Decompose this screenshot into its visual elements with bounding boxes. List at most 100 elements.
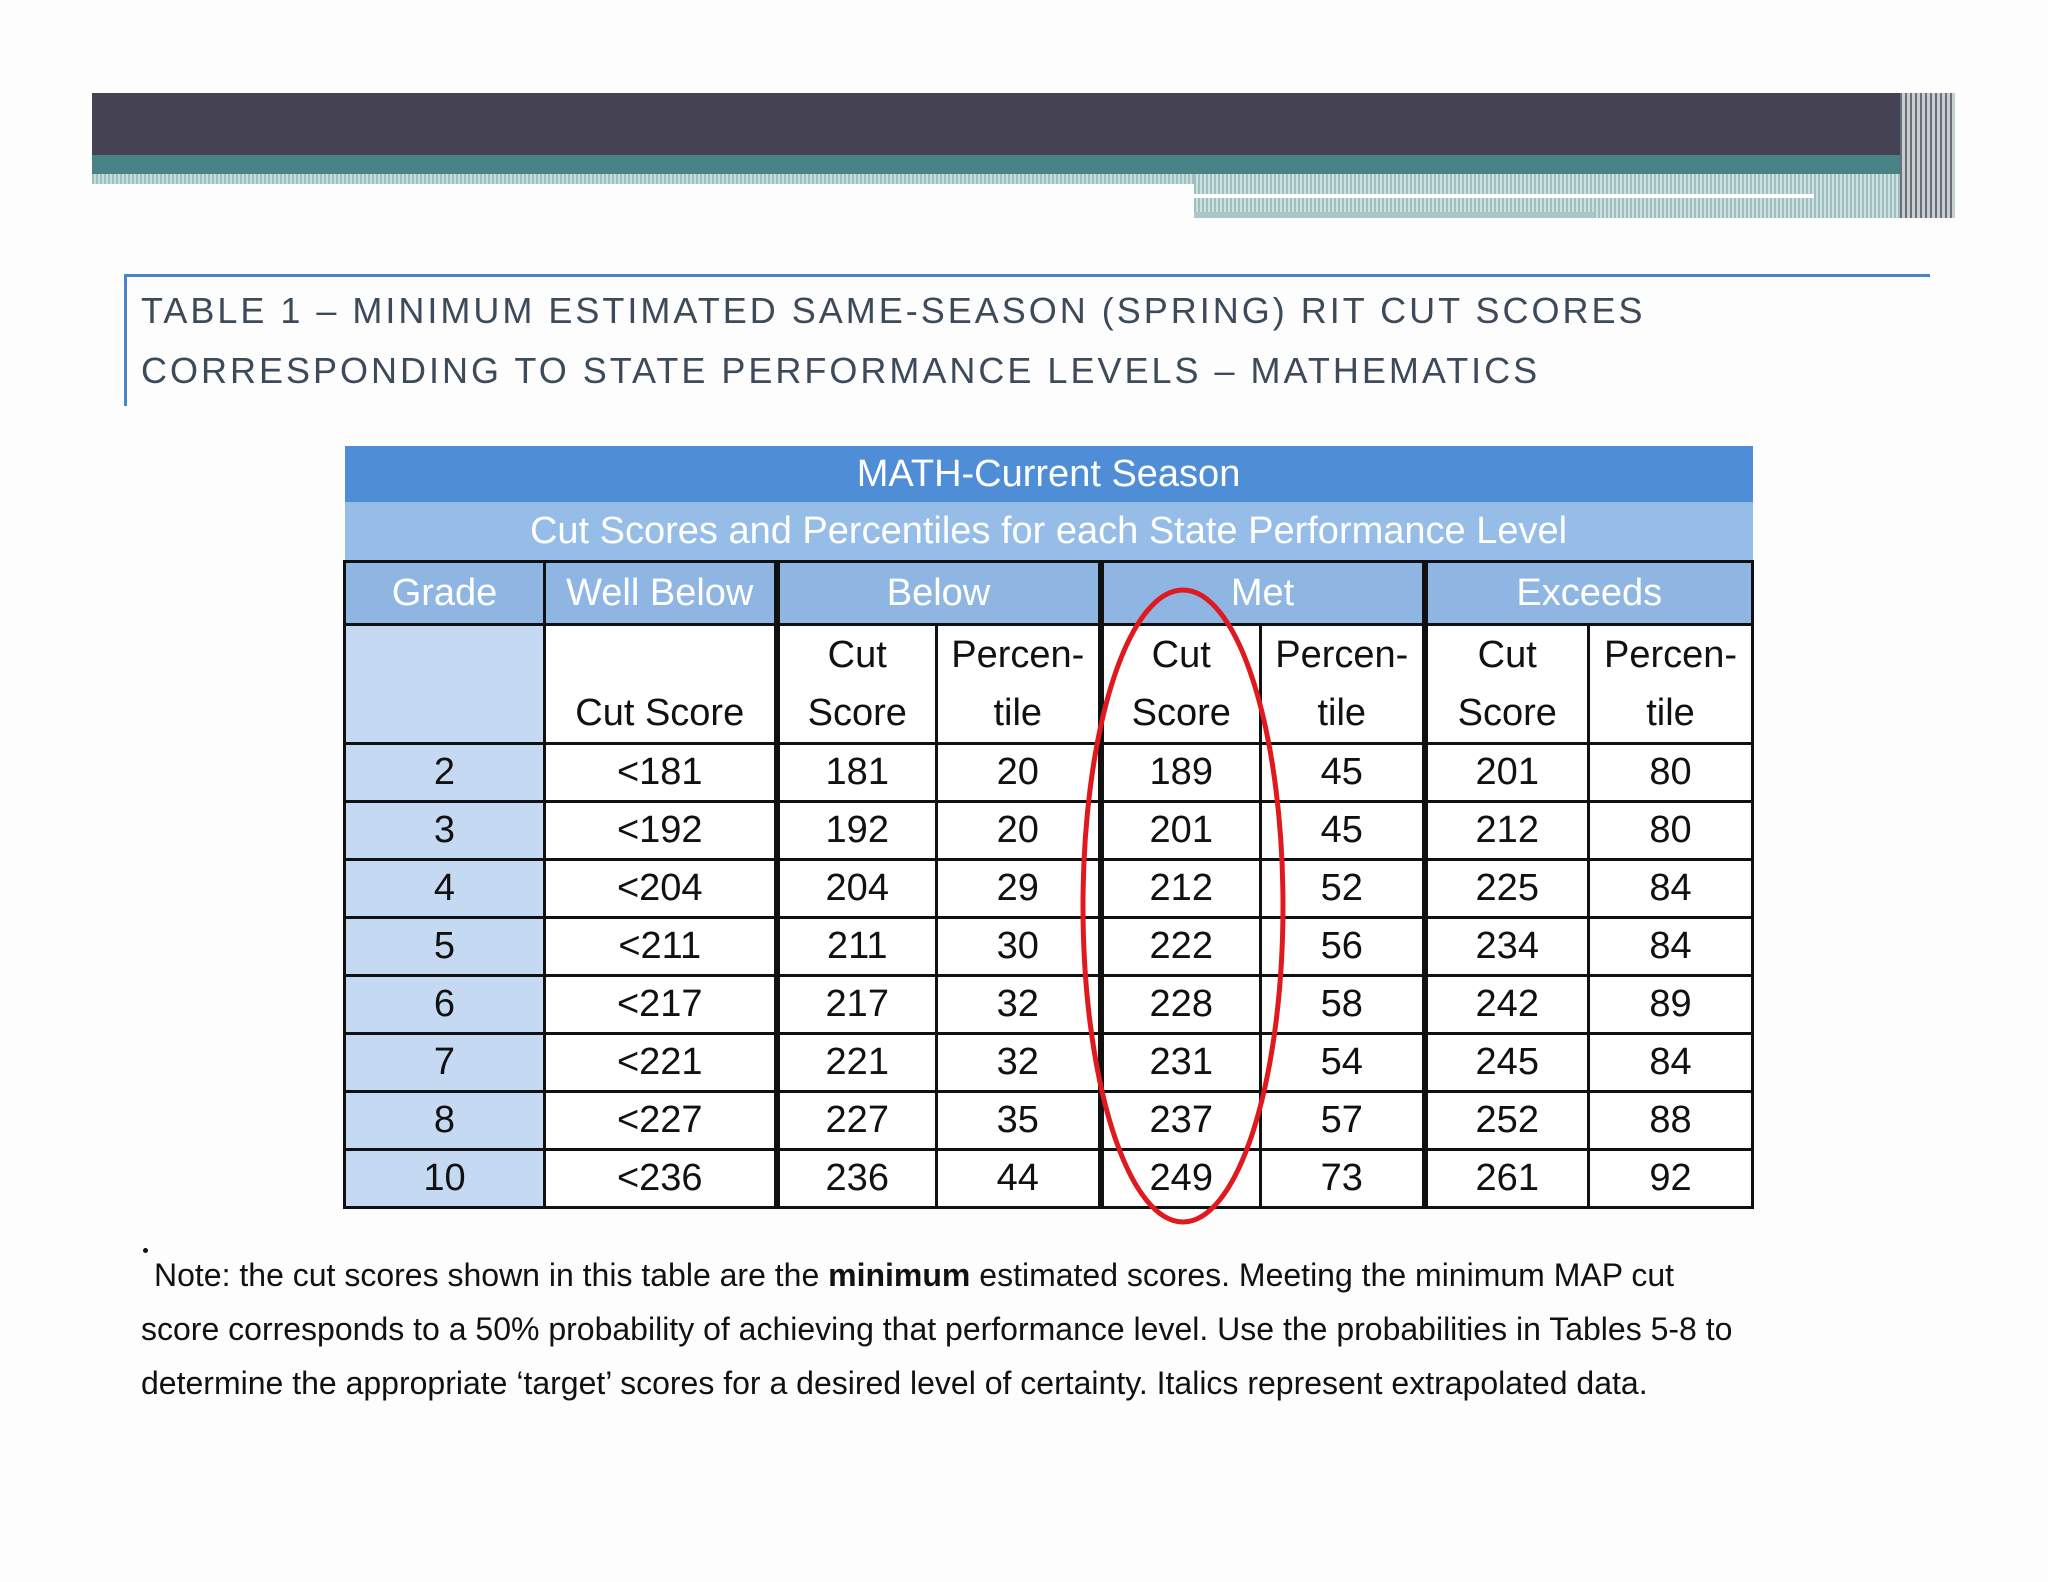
header-below: Below	[773, 560, 1102, 626]
note-line-2: score corresponds to a 50% probability o…	[141, 1311, 1733, 1347]
table-row: 7 <221 221 32 231 54 245 84	[343, 1032, 1755, 1093]
cell-e-cut: 201	[1421, 742, 1590, 803]
cell-e-pct: 92	[1586, 1148, 1755, 1209]
header-bar-light-left	[92, 174, 1194, 184]
cell-m-pct: 57	[1259, 1090, 1426, 1151]
caption-line-1: TABLE 1 – MINIMUM ESTIMATED SAME-SEASON …	[141, 290, 1646, 331]
cell-e-pct: 89	[1586, 974, 1755, 1035]
table-subtitle: Cut Scores and Percentiles for each Stat…	[344, 502, 1753, 562]
col-exceeds-cut: Cut Score	[1421, 623, 1590, 745]
cell-wb: <217	[543, 974, 778, 1035]
cell-e-cut: 245	[1421, 1032, 1590, 1093]
cell-b-pct: 20	[935, 742, 1102, 803]
cell-m-pct: 45	[1259, 742, 1426, 803]
cell-m-cut: 228	[1097, 974, 1262, 1035]
cell-b-pct: 44	[935, 1148, 1102, 1209]
cell-m-pct: 54	[1259, 1032, 1426, 1093]
cell-wb: <181	[543, 742, 778, 803]
cell-e-cut: 234	[1421, 916, 1590, 977]
table-row: 5 <211 211 30 222 56 234 84	[343, 916, 1755, 977]
cut-score-table-wrapper: MATH-Current Season Cut Scores and Perce…	[343, 446, 1755, 1209]
note-bullet	[143, 1248, 148, 1253]
cell-e-cut: 225	[1421, 858, 1590, 919]
cell-grade: 6	[343, 974, 546, 1035]
cell-grade: 3	[343, 800, 546, 861]
cell-b-pct: 35	[935, 1090, 1102, 1151]
cell-b-cut: 181	[773, 742, 938, 803]
table-row: 6 <217 217 32 228 58 242 89	[343, 974, 1755, 1035]
cell-m-pct: 52	[1259, 858, 1426, 919]
header-exceeds: Exceeds	[1421, 560, 1755, 626]
cell-m-cut: 201	[1097, 800, 1262, 861]
cell-m-cut: 237	[1097, 1090, 1262, 1151]
header-bar-end-cap	[1900, 93, 1955, 218]
cell-e-cut: 242	[1421, 974, 1590, 1035]
grade-column-blank	[343, 623, 546, 745]
cell-m-pct: 45	[1259, 800, 1426, 861]
cell-e-pct: 84	[1586, 1032, 1755, 1093]
cell-m-cut: 231	[1097, 1032, 1262, 1093]
cell-m-pct: 73	[1259, 1148, 1426, 1209]
header-grade: Grade	[343, 560, 546, 626]
table-row: 4 <204 204 29 212 52 225 84	[343, 858, 1755, 919]
cell-wb: <211	[543, 916, 778, 977]
cell-b-cut: 217	[773, 974, 938, 1035]
cell-wb: <236	[543, 1148, 778, 1209]
cut-score-table: MATH-Current Season Cut Scores and Perce…	[343, 446, 1755, 1209]
cell-b-cut: 221	[773, 1032, 938, 1093]
cell-b-pct: 20	[935, 800, 1102, 861]
table-row: 8 <227 227 35 237 57 252 88	[343, 1090, 1755, 1151]
cell-e-pct: 84	[1586, 858, 1755, 919]
cell-grade: 4	[343, 858, 546, 919]
cell-b-pct: 29	[935, 858, 1102, 919]
table-row: 10 <236 236 44 249 73 261 92	[343, 1148, 1755, 1209]
cell-wb: <192	[543, 800, 778, 861]
cell-b-cut: 211	[773, 916, 938, 977]
cell-wb: <204	[543, 858, 778, 919]
cell-m-cut: 222	[1097, 916, 1262, 977]
cell-e-pct: 84	[1586, 916, 1755, 977]
col-met-pct: Percen-tile	[1259, 623, 1426, 745]
cell-m-pct: 58	[1259, 974, 1426, 1035]
caption-frame	[124, 274, 1930, 406]
header-bar-teal	[92, 155, 1904, 174]
cell-e-pct: 80	[1586, 742, 1755, 803]
col-met-cut: Cut Score	[1097, 623, 1262, 745]
column-header-row: Cut Score Cut Score Percen-tile Cut Score …	[343, 623, 1755, 745]
cell-b-pct: 32	[935, 1032, 1102, 1093]
cell-m-cut: 212	[1097, 858, 1262, 919]
note-line-3: determine the appropriate ‘target’ score…	[141, 1365, 1648, 1401]
table-title: MATH-Current Season	[344, 446, 1753, 502]
cell-m-pct: 56	[1259, 916, 1426, 977]
cell-b-cut: 204	[773, 858, 938, 919]
header-bar-light-strip	[1194, 212, 1594, 218]
cell-m-cut: 249	[1097, 1148, 1262, 1209]
col-well-below-cut: Cut Score	[543, 623, 778, 745]
cell-grade: 2	[343, 742, 546, 803]
caption-line-2: CORRESPONDING TO STATE PERFORMANCE LEVEL…	[141, 350, 1541, 391]
header-bar-white-line	[1194, 194, 1814, 198]
note-emphasis: minimum	[828, 1257, 971, 1293]
cell-grade: 10	[343, 1148, 546, 1209]
header-bar-dark	[92, 93, 1904, 155]
cell-e-cut: 252	[1421, 1090, 1590, 1151]
col-exceeds-pct: Percen-tile	[1586, 623, 1755, 745]
table-row: 2 <181 181 20 189 45 201 80	[343, 742, 1755, 803]
cell-e-cut: 261	[1421, 1148, 1590, 1209]
cell-b-pct: 30	[935, 916, 1102, 977]
header-met: Met	[1097, 560, 1426, 626]
cell-wb: <221	[543, 1032, 778, 1093]
cell-b-cut: 192	[773, 800, 938, 861]
col-below-pct: Percen-tile	[935, 623, 1102, 745]
cell-b-pct: 32	[935, 974, 1102, 1035]
note-line-1: Note: the cut scores shown in this table…	[154, 1257, 1675, 1293]
cell-b-cut: 227	[773, 1090, 938, 1151]
header-well-below: Well Below	[543, 560, 778, 626]
cell-wb: <227	[543, 1090, 778, 1151]
cell-e-pct: 80	[1586, 800, 1755, 861]
cell-b-cut: 236	[773, 1148, 938, 1209]
cell-m-cut: 189	[1097, 742, 1262, 803]
table-row: 3 <192 192 20 201 45 212 80	[343, 800, 1755, 861]
cell-grade: 8	[343, 1090, 546, 1151]
cell-grade: 5	[343, 916, 546, 977]
